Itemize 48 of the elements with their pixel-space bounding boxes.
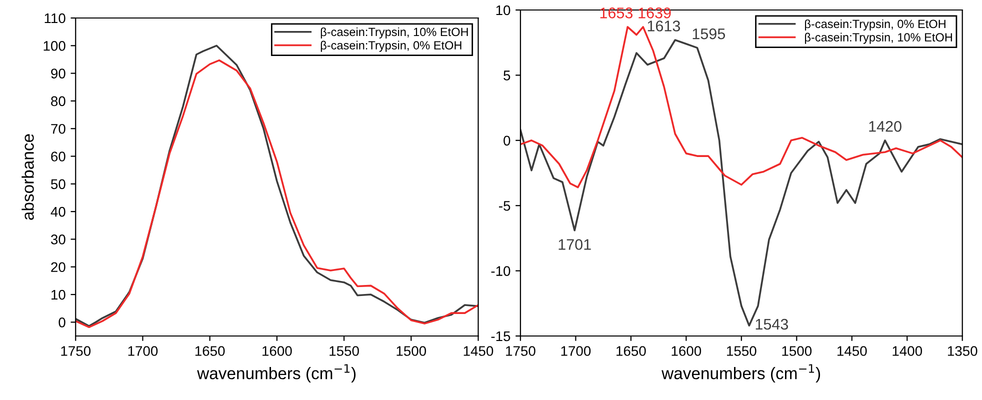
x-tick-label: 1700 bbox=[561, 346, 591, 356]
y-tick-label: 80 bbox=[51, 96, 66, 106]
x-tick-label: 1450 bbox=[464, 346, 494, 356]
x-tick-label: 1750 bbox=[506, 346, 536, 356]
legend-label: β-casein:Trypsin, 10% EtOH bbox=[805, 32, 952, 44]
y-tick-label: 110 bbox=[44, 13, 66, 24]
y-tick-label: 0 bbox=[504, 136, 510, 146]
annotation: 1420 bbox=[869, 121, 902, 132]
x-tick-label: 1550 bbox=[727, 346, 756, 356]
y-tick-label: 60 bbox=[51, 152, 66, 162]
annotation: 1613 bbox=[648, 20, 680, 32]
annotation: 1701 bbox=[558, 239, 591, 250]
x-axis-title: wavenumbers (cm$^{−1}$) bbox=[662, 364, 820, 383]
x-tick-label: 1500 bbox=[396, 346, 426, 356]
y-tick-label: -15 bbox=[491, 331, 510, 342]
x-axis-title: wavenumbers (cm$^{−1}$) bbox=[197, 364, 356, 383]
y-tick-label: 100 bbox=[44, 40, 66, 51]
legend-label: β-casein:Trypsin, 0% EtOH bbox=[805, 19, 946, 30]
y-tick-label: 10 bbox=[496, 5, 510, 16]
y-tick-label: 20 bbox=[51, 262, 66, 272]
legend-label: β-casein:Trypsin, 0% EtOH bbox=[320, 40, 462, 52]
y-tick-label: 50 bbox=[51, 179, 66, 190]
x-tick-label: 1350 bbox=[948, 346, 978, 356]
x-tick-label: 1600 bbox=[262, 346, 292, 356]
y-tick-label: 40 bbox=[50, 206, 66, 217]
y-tick-label: 5 bbox=[504, 70, 510, 80]
x-tick-label: 1450 bbox=[837, 346, 867, 356]
y-tick-label: -5 bbox=[499, 201, 510, 211]
y-tick-label: 30 bbox=[50, 234, 66, 244]
y-tick-label: 70 bbox=[51, 124, 66, 134]
y-axis-title: absorbance bbox=[22, 134, 34, 220]
x-tick-label: 1600 bbox=[672, 346, 702, 356]
legend-label: β-casein:Trypsin, 10% EtOH bbox=[320, 27, 468, 38]
x-tick-label: 1500 bbox=[782, 346, 812, 356]
x-tick-label: 1400 bbox=[892, 346, 922, 356]
annotation: 1653 bbox=[600, 8, 633, 18]
annotation: 1543 bbox=[756, 318, 788, 330]
annotation: 1595 bbox=[692, 28, 726, 40]
x-tick-label: 1700 bbox=[128, 346, 158, 356]
y-tick-label: 0 bbox=[58, 318, 66, 328]
y-tick-label: 10 bbox=[52, 290, 66, 300]
y-tick-label: -10 bbox=[491, 266, 510, 276]
annotation: 1639 bbox=[638, 8, 671, 18]
x-tick-label: 1650 bbox=[195, 346, 225, 356]
y-tick-label: 90 bbox=[51, 68, 66, 78]
x-tick-label: 1650 bbox=[616, 346, 646, 356]
x-tick-label: 1750 bbox=[61, 346, 91, 356]
x-tick-label: 1550 bbox=[330, 346, 359, 356]
